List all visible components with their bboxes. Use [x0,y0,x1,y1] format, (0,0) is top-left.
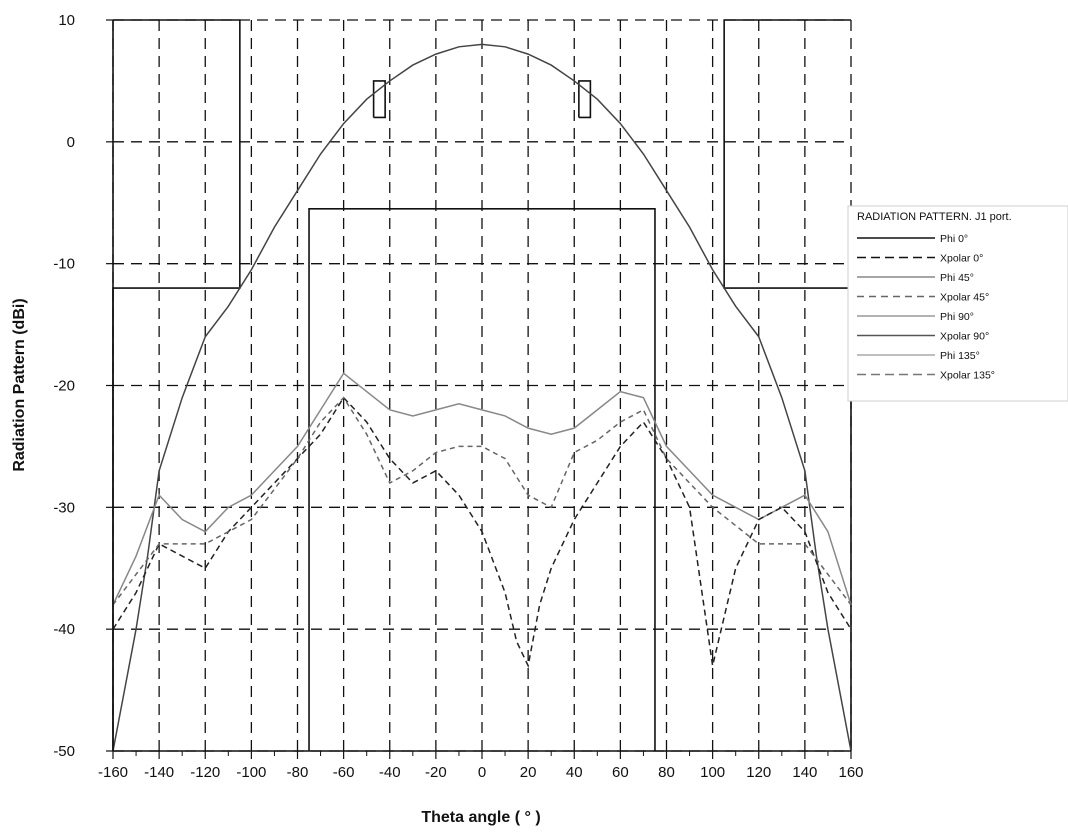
mask-outline-4 [578,80,592,119]
series-line-0 [112,43,852,752]
x-tick-label: 140 [792,764,817,781]
x-tick-label: 80 [658,764,675,781]
x-tick-label: 160 [838,764,863,781]
series-line-1 [112,372,852,606]
legend-item-label: Phi 0° [940,233,968,245]
x-tick-label: 100 [700,764,725,781]
legend-item-label: Xpolar 90° [940,331,989,343]
x-tick-label: -120 [190,764,220,781]
y-tick-label: -30 [53,499,75,516]
legend-item-label: Xpolar 0° [940,253,983,265]
y-tick-label: 10 [58,12,75,29]
x-tick-label: 20 [520,764,537,781]
x-tick-label: -60 [333,764,355,781]
legend-item-label: Xpolar 135° [940,370,995,382]
axes [106,19,852,759]
x-tick-label: -100 [236,764,266,781]
legend-item-label: Xpolar 45° [940,292,989,304]
x-axis-title: Theta angle ( ° ) [421,809,540,826]
x-tick-label: 120 [746,764,771,781]
y-tick-label: 0 [67,134,75,151]
x-tick-label: -140 [144,764,174,781]
legend-items: Phi 0° Xpolar 0° Phi 45° Xpolar 45° Phi 90° X… [857,233,995,382]
legend-title: RADIATION PATTERN. J1 port. [857,211,1012,223]
x-tick-label: 60 [612,764,629,781]
y-tick-label: -10 [53,256,75,273]
x-tick-label: 40 [566,764,583,781]
x-tick-label: -20 [425,764,447,781]
x-tick-labels: -160 -140 -120 -100 -80 -60 -40 -20 0 20 40 60 80 100… [98,764,864,781]
series-lines [112,43,852,752]
legend-item-label: Phi 90° [940,311,974,323]
legend: RADIATION PATTERN. J1 port. Phi 0° Xpolar… [847,205,1068,402]
x-tick-label: -40 [379,764,401,781]
mask-outline-2 [308,208,656,751]
legend-item-label: Phi 135° [940,350,980,362]
legend-item-label: Phi 45° [940,272,974,284]
series-line-2 [112,396,852,669]
x-tick-label: -160 [98,764,128,781]
y-tick-label: -40 [53,621,75,638]
y-tick-label: -20 [53,378,75,395]
y-tick-labels: -50 -40 -30 -20 -10 0 10 [53,12,75,760]
x-tick-label: -80 [287,764,309,781]
y-tick-label: -50 [53,743,75,760]
y-axis-title: Radiation Pattern (dBi) [11,298,28,471]
x-tick-label: 0 [478,764,486,781]
